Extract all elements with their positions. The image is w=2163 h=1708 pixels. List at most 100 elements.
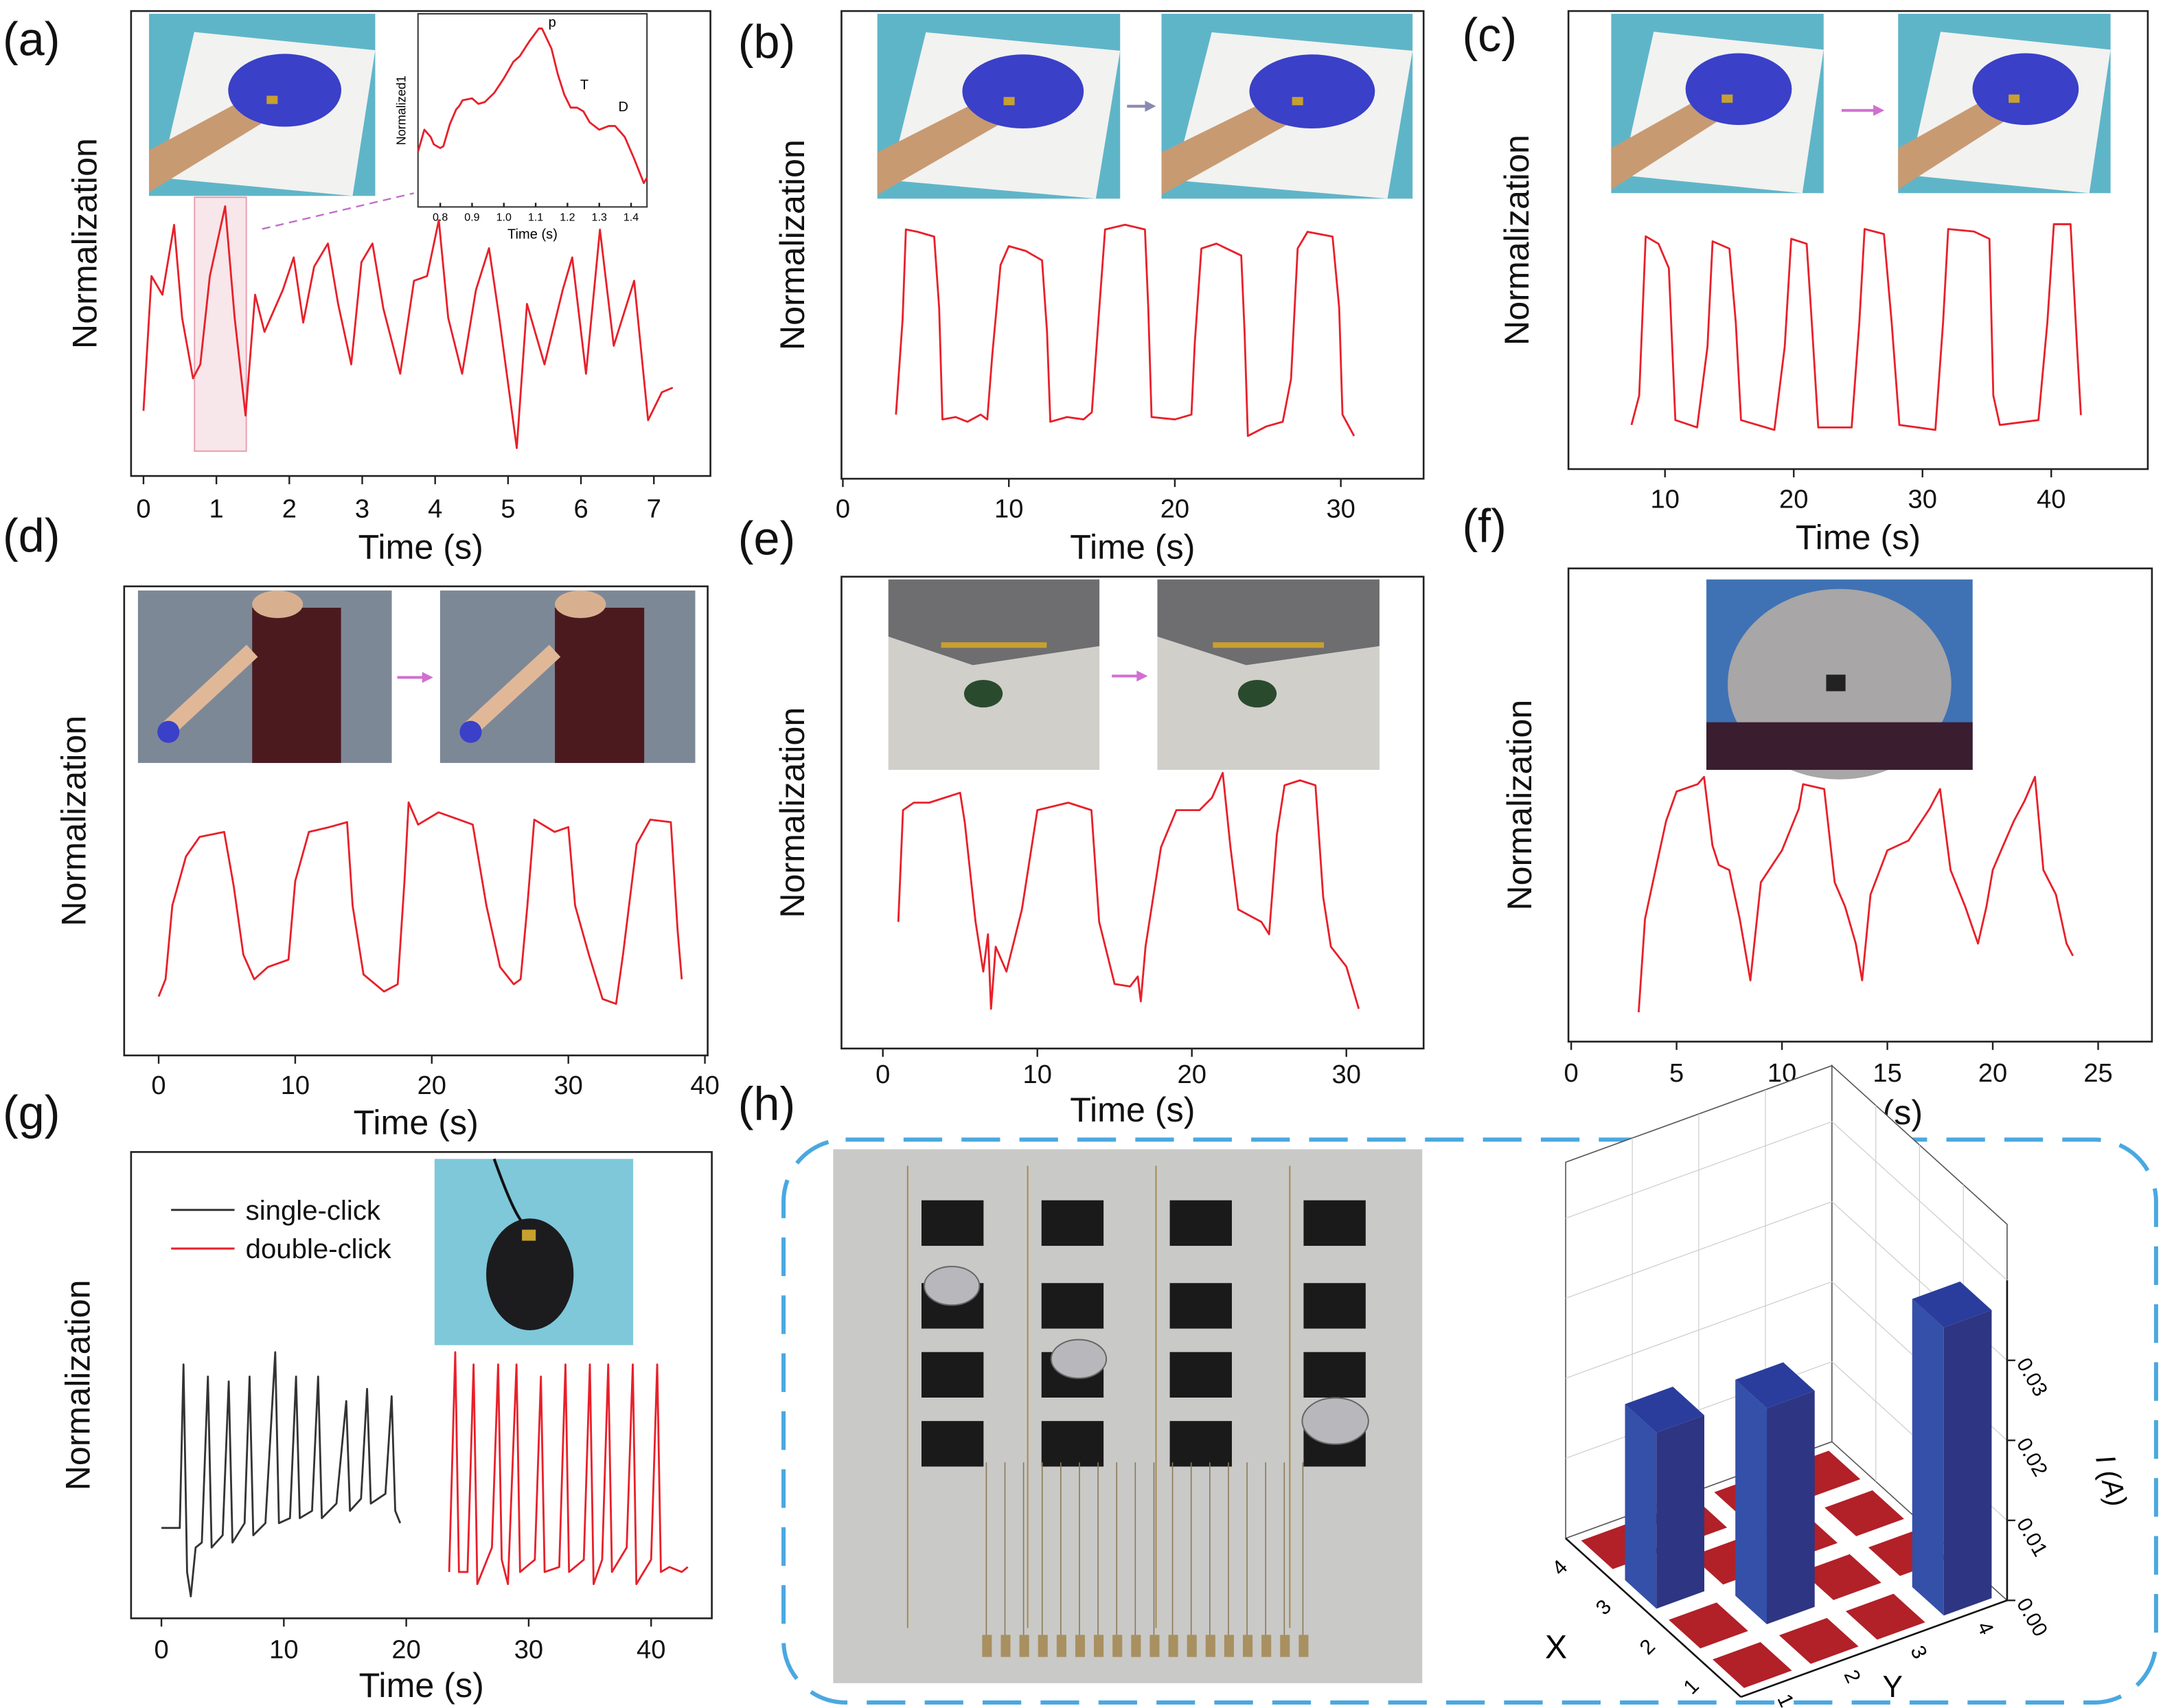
arrow-head-icon (1145, 100, 1156, 112)
x-tick-label: 10 (269, 1635, 298, 1665)
sensor-pad (1303, 1283, 1366, 1329)
glove (1972, 53, 2079, 126)
series-line-single-click (161, 1351, 402, 1597)
coin-weight (1050, 1339, 1108, 1379)
shirt (555, 607, 645, 763)
glove (157, 720, 180, 743)
y-axis-label: Y (1882, 1670, 1902, 1704)
bar (1735, 1362, 1815, 1625)
sensor-pad (1169, 1421, 1232, 1467)
x-tick-label: 20 (1779, 484, 1808, 514)
y-axis-label: Normalization (55, 716, 93, 926)
x-tick-label: 6 (573, 494, 588, 523)
inset-y-axis-label: Normalized1 (395, 76, 409, 145)
sensor (266, 95, 278, 104)
x-tick-label: 4 (1548, 1556, 1572, 1580)
photo-leg (888, 579, 1100, 770)
x-tick-label: 20 (1160, 494, 1189, 523)
connector-pin (1224, 1635, 1234, 1657)
zoom-connector (262, 192, 414, 230)
x-tick-label: 3 (1592, 1595, 1616, 1619)
plot-frame (840, 10, 1425, 480)
inset-x-axis-label: Time (s) (507, 227, 558, 242)
panel-g: (g) Normalization 0 10 20 30 40 Time (s) single-… (3, 1086, 713, 1705)
arm (877, 97, 999, 195)
bar (1625, 1387, 1705, 1609)
panel-label: (b) (738, 16, 795, 68)
glove (962, 54, 1084, 128)
x-tick-label: 20 (1177, 1060, 1206, 1089)
x-tick-label: 0 (151, 1071, 165, 1100)
forearm (163, 644, 258, 735)
y-axis-label: Normalization (1498, 135, 1536, 345)
glove (1249, 54, 1375, 128)
sensor-pad (1041, 1283, 1104, 1329)
arrow-head-icon (1873, 104, 1885, 116)
x-tick-label: 0 (876, 1060, 890, 1089)
bar-face-left (1912, 1299, 1944, 1616)
bar-face-left (1625, 1404, 1657, 1609)
z-tick-label: 0.02 (2012, 1434, 2052, 1480)
y-tick-label: 1 (1773, 1691, 1798, 1708)
bar-top (1625, 1387, 1705, 1433)
x-tick-label: 10 (1022, 1060, 1051, 1089)
x-tick-label: 1 (209, 494, 224, 523)
bar-face-right (1656, 1415, 1705, 1609)
bar-face-right (1943, 1310, 1992, 1616)
y-axis-label: Normalization (773, 707, 812, 918)
plot-frame (130, 1151, 713, 1619)
photo-glove (1611, 14, 1824, 194)
connector-pin (1131, 1635, 1141, 1657)
x-tick-label: 1 (1680, 1675, 1704, 1699)
dashed-box (781, 1137, 2158, 1705)
sensor-pad (921, 1200, 984, 1246)
y-axis (1740, 1599, 2008, 1698)
x-tick-label: 30 (553, 1071, 582, 1100)
series-line (1630, 223, 2082, 431)
sensor (1003, 97, 1015, 106)
x-tick-label: 30 (1326, 494, 1355, 523)
photo-arm (439, 590, 696, 763)
x-axis-label: Time (s) (1070, 528, 1195, 567)
bar (1912, 1282, 1992, 1616)
z-tick-label: 0.03 (2012, 1354, 2052, 1400)
sensor (941, 642, 1047, 648)
panel-label: (d) (3, 510, 60, 562)
panel-e: (e) Normalization 0 10 20 30 Time (s) (738, 513, 1425, 1129)
arm (1161, 97, 1288, 195)
panel-label: (e) (738, 513, 795, 565)
panel-label: (f) (1462, 500, 1506, 552)
bar-top (1735, 1362, 1815, 1409)
series-line (157, 801, 683, 1005)
series-line (142, 205, 674, 449)
x-axis-label: X (1545, 1629, 1567, 1666)
photo-glove (148, 14, 376, 196)
sensor-pad (921, 1352, 984, 1398)
connector-pin (1205, 1635, 1215, 1657)
plot-frame (1567, 10, 2149, 470)
y-axis-label: Normalization (59, 1279, 98, 1490)
bar-face-right (1767, 1391, 1815, 1625)
sensor (1721, 94, 1733, 103)
legend-label: single-click (246, 1195, 381, 1226)
y-axis-label: Normalization (1500, 700, 1539, 911)
floor-cell (1824, 1490, 1904, 1536)
inset-x-tick-label: 1.1 (528, 211, 543, 223)
x-tick-label: 20 (417, 1071, 446, 1100)
sensor (522, 1229, 536, 1241)
coin-weight (923, 1266, 981, 1306)
sensor (1826, 674, 1846, 692)
inset-x-tick-label: 1.0 (496, 211, 512, 223)
inset-chart: 0.8 0.9 1.0 1.1 1.2 1.3 1.4 Time (s) Normalized1… (395, 13, 648, 242)
series-line (1637, 775, 2074, 1013)
glove (228, 54, 342, 127)
connector-pin (982, 1635, 992, 1657)
plot-frame (840, 576, 1425, 1050)
shirt (1706, 722, 1973, 770)
panel-b: (b) Normalization 0 10 20 30 Time (s) (738, 10, 1425, 567)
y-tick-label: 3 (1906, 1642, 1931, 1662)
photo-sensor-array (833, 1149, 1423, 1683)
sensor-pad (921, 1421, 984, 1467)
arrow-head-icon (1136, 670, 1148, 682)
